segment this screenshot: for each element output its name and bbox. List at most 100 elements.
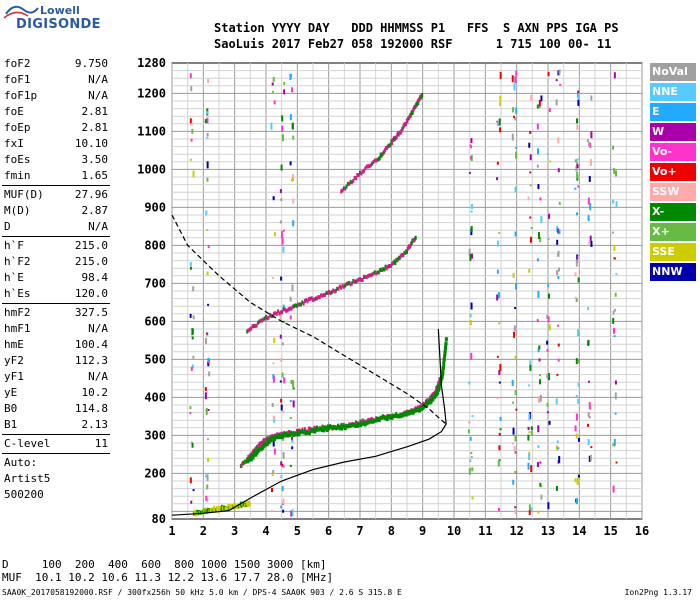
x-tick-label: 13	[541, 524, 555, 538]
noise-point	[468, 171, 471, 174]
noise-point	[558, 69, 561, 75]
noise-point	[514, 76, 517, 84]
noise-point	[205, 337, 208, 344]
trace-point	[251, 324, 254, 329]
trace-point	[349, 423, 353, 428]
noise-point	[471, 496, 474, 500]
param-row: yF2 112.3	[2, 353, 110, 369]
trace-point	[384, 415, 388, 420]
noise-point	[557, 250, 560, 257]
noise-point	[496, 120, 499, 123]
noise-point	[272, 375, 275, 383]
trace-point	[385, 266, 388, 271]
legend-item-nnw: NNW	[650, 263, 696, 281]
noise-point	[588, 142, 591, 147]
noise-point	[207, 409, 210, 412]
noise-point	[282, 246, 285, 253]
trace-point	[345, 282, 348, 287]
noise-point	[530, 236, 533, 243]
x-tick-label: 6	[325, 524, 332, 538]
trace-point	[371, 419, 375, 424]
trace-point	[248, 327, 251, 332]
x-tick-label: 14	[572, 524, 586, 538]
noise-point	[536, 319, 539, 323]
trace-point	[258, 444, 261, 449]
legend-item-sse: SSE	[650, 243, 696, 261]
noise-point	[289, 315, 292, 320]
noise-point	[469, 253, 472, 261]
noise-point	[282, 304, 285, 308]
noise-point	[279, 314, 282, 321]
noise-point	[574, 159, 577, 163]
param-value: 1.65	[81, 169, 109, 182]
trace-point	[349, 282, 352, 287]
param-value: 2.81	[81, 121, 109, 134]
noise-point	[539, 394, 542, 401]
trace-point	[341, 424, 345, 429]
param-key: foF1	[4, 73, 31, 86]
noise-point	[280, 398, 283, 403]
noise-point	[536, 104, 539, 109]
noise-point	[558, 201, 561, 205]
noise-point	[529, 154, 532, 161]
trace-point	[233, 502, 236, 507]
trace-point	[444, 341, 448, 346]
logo-text-digisonde: DIGISONDE	[16, 17, 101, 32]
trace-point	[260, 318, 263, 323]
trace-point	[368, 164, 371, 169]
trace-point	[352, 422, 356, 427]
trace-point	[384, 264, 387, 269]
noise-point	[190, 441, 193, 445]
trace-point	[313, 429, 317, 434]
noise-point	[537, 444, 540, 448]
noise-point	[498, 322, 501, 325]
trace-point	[391, 414, 395, 419]
noise-point	[512, 479, 515, 485]
noise-point	[280, 198, 283, 202]
noise-point	[548, 213, 551, 219]
noise-point	[291, 436, 294, 441]
noise-point	[612, 317, 615, 324]
noise-point	[498, 507, 501, 511]
trace-point	[375, 158, 378, 163]
y-tick-label: 80	[152, 512, 166, 526]
noise-point	[192, 489, 195, 492]
noise-point	[280, 276, 283, 281]
param-value: 114.8	[74, 402, 108, 415]
trace-point	[321, 424, 324, 429]
noise-point	[512, 401, 515, 404]
trace-point	[340, 189, 343, 194]
trace-point	[312, 297, 314, 302]
trace-point	[405, 122, 408, 127]
trace-point	[320, 428, 324, 433]
noise-point	[514, 509, 517, 515]
noise-point	[614, 292, 617, 297]
noise-point	[499, 95, 502, 102]
param-row: 500200	[2, 487, 110, 503]
param-row: MUF(D) 27.96	[2, 187, 110, 203]
noise-point	[548, 108, 551, 113]
x-tick-label: 11	[478, 524, 492, 538]
trace-point	[363, 168, 366, 173]
noise-point	[528, 431, 531, 434]
trace-point	[340, 285, 343, 290]
noise-point	[207, 244, 210, 248]
noise-point	[577, 398, 580, 404]
noise-point	[282, 509, 285, 513]
trace-point	[342, 186, 345, 191]
trace-point	[376, 416, 380, 421]
trace-point	[369, 273, 372, 278]
trace-point	[387, 414, 391, 419]
trace-point	[286, 431, 289, 436]
noise-point	[528, 453, 531, 460]
trace-point	[444, 337, 448, 342]
noise-point	[577, 329, 580, 337]
noise-point	[577, 437, 580, 442]
noise-point	[589, 142, 592, 148]
noise-point	[539, 461, 542, 464]
trace-point	[365, 421, 369, 426]
noise-point	[289, 296, 292, 302]
trace-point	[256, 320, 259, 325]
param-value: 120.0	[74, 287, 108, 300]
noise-point	[189, 262, 192, 267]
